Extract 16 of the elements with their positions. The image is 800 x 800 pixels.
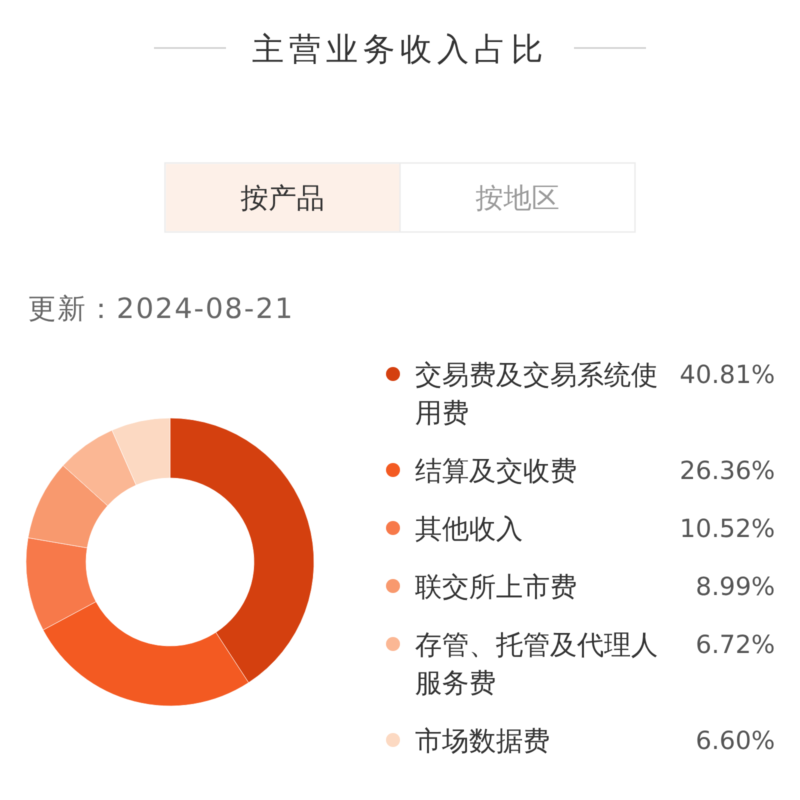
- legend-label: 联交所上市费: [415, 572, 577, 603]
- legend-label: 存管、托管及代理人服务费: [415, 630, 658, 699]
- value-label: 26.36%: [680, 456, 775, 485]
- subtitle: 更新：2024-08-21: [28, 292, 294, 325]
- value-label: 6.72%: [696, 630, 775, 659]
- legend-label: 其他收入: [415, 514, 523, 545]
- tab-label: 按产品: [240, 182, 324, 214]
- legend-label: 交易费及交易系统使用费: [415, 360, 658, 429]
- value-label: 8.99%: [696, 572, 775, 601]
- legend-label: 市场数据费: [415, 726, 550, 757]
- title: 主营业务收入占比: [252, 30, 548, 68]
- legend-label: 结算及交收费: [415, 456, 577, 487]
- tab-label: 按地区: [476, 182, 560, 214]
- value-label: 10.52%: [680, 514, 775, 543]
- value-label: 6.60%: [696, 726, 775, 755]
- value-label: 40.81%: [680, 360, 775, 389]
